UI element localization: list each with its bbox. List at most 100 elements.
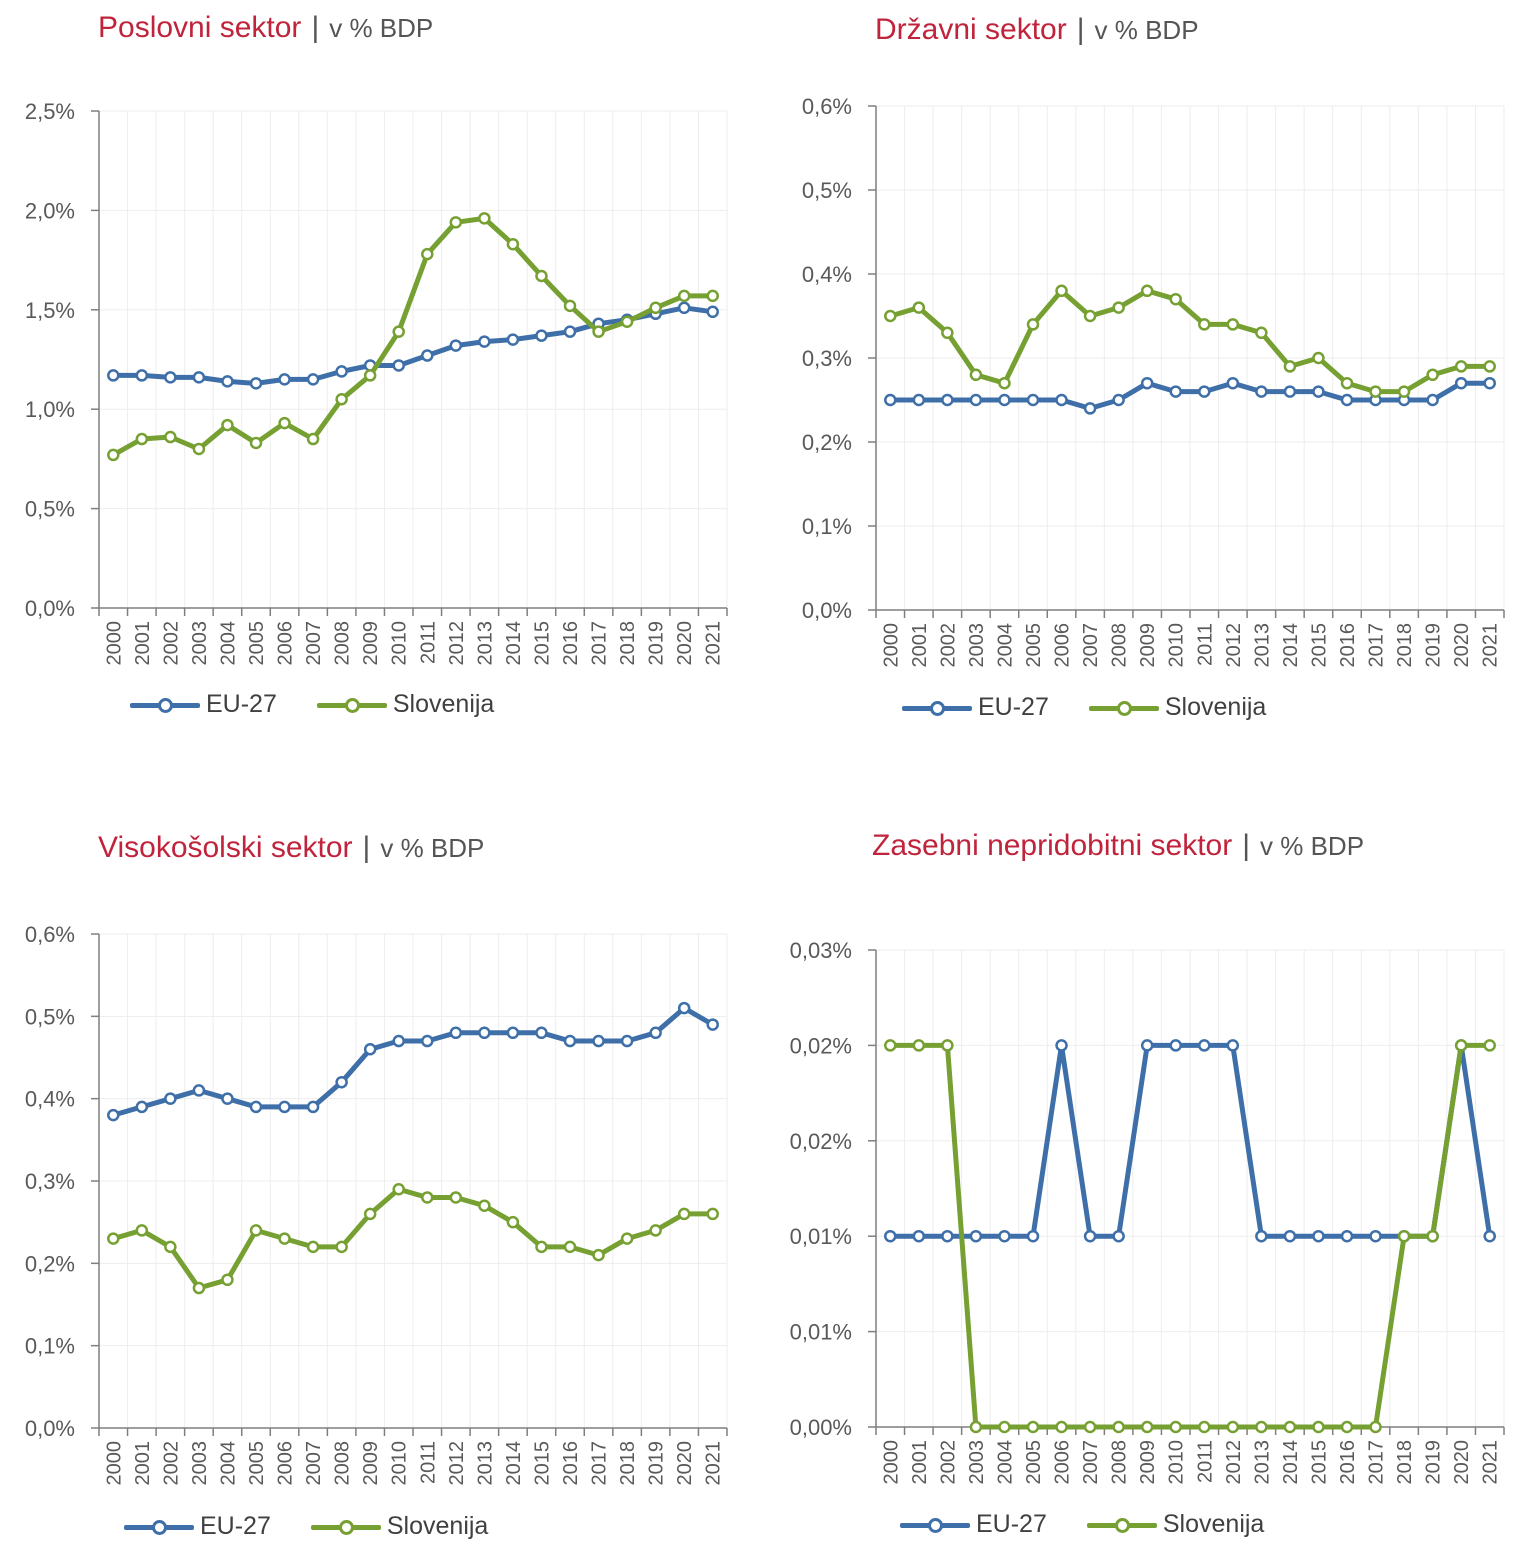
x-tick-label: 2014	[1280, 623, 1302, 668]
data-point-eu	[677, 301, 691, 315]
y-tick-label: 0,00%	[790, 1415, 852, 1440]
data-point-si	[1483, 360, 1496, 373]
x-tick-label: 2016	[1337, 623, 1359, 668]
legend-label-eu: EU-27	[976, 1510, 1047, 1538]
series-line-eu	[110, 1005, 716, 1118]
chart-title-main: Poslovni sektor	[98, 11, 302, 44]
data-point-eu	[478, 335, 491, 348]
y-tick-label: 0,6%	[25, 922, 75, 947]
data-point-si	[535, 269, 548, 283]
legend-swatch-si	[316, 695, 387, 715]
x-tick-label: 2003	[189, 1441, 211, 1486]
x-tick-label: 2005	[246, 621, 268, 666]
data-point-eu	[620, 1034, 634, 1048]
chart-legend: EU-27 Slovenija	[900, 1510, 1264, 1539]
title-separator: |	[1242, 829, 1251, 862]
x-tick-label: 2021	[703, 621, 725, 666]
legend-swatch-si	[1086, 1515, 1157, 1535]
x-tick-label: 2010	[389, 621, 411, 666]
x-tick-label: 2019	[646, 1441, 668, 1486]
data-point-si	[1226, 1420, 1240, 1434]
data-point-eu	[335, 1075, 348, 1089]
data-point-si	[1255, 1420, 1268, 1434]
data-point-si	[478, 1199, 491, 1212]
data-point-si	[1026, 1420, 1040, 1434]
legend-swatch-eu	[124, 1517, 194, 1537]
data-point-si	[1083, 309, 1097, 323]
legend-swatch-eu	[900, 1515, 970, 1535]
y-tick-label: 0,4%	[25, 1087, 75, 1112]
chart-panel-poslovni: Poslovni sektor | v % BDP 0,0% 0,5% 1,0% 1,5%…	[0, 0, 760, 740]
legend-label-eu: EU-27	[206, 690, 277, 718]
data-point-si	[1198, 318, 1211, 331]
data-point-si	[677, 289, 691, 303]
legend-item-eu: EU-27	[900, 1510, 1047, 1539]
y-tick-label: 2,5%	[25, 99, 75, 124]
x-tick-label: 2015	[1308, 1440, 1330, 1485]
chart-legend: EU-27 Slovenija	[130, 690, 494, 719]
data-point-si	[107, 448, 120, 462]
y-tick-label: 0,4%	[802, 262, 852, 287]
x-tick-label: 2006	[275, 621, 297, 666]
x-tick-label: 2003	[966, 623, 988, 668]
data-point-si	[306, 1240, 320, 1254]
data-point-si	[478, 212, 491, 225]
data-point-eu	[1055, 393, 1068, 407]
data-point-si	[1140, 284, 1154, 298]
data-point-si	[221, 1273, 234, 1287]
x-tick-label: 2005	[1023, 623, 1045, 668]
data-point-si	[1369, 1420, 1382, 1434]
x-tick-label: 2002	[160, 621, 182, 666]
y-tick-label: 0,5%	[25, 497, 75, 522]
x-tick-label: 2008	[332, 621, 354, 666]
data-point-eu	[278, 1100, 291, 1114]
legend-item-eu: EU-27	[130, 690, 277, 719]
legend-label-si: Slovenija	[386, 1512, 489, 1540]
data-point-si	[1226, 318, 1240, 331]
data-point-eu	[449, 339, 463, 352]
data-point-eu	[392, 1034, 405, 1048]
x-tick-label: 2000	[880, 1440, 902, 1485]
data-point-eu	[306, 1100, 320, 1114]
x-tick-label: 2010	[389, 1441, 411, 1486]
data-point-si	[506, 237, 520, 251]
x-tick-label: 2019	[1423, 623, 1445, 668]
y-tick-label: 0,0%	[25, 596, 75, 621]
chart-title-main: Visokošolski sektor	[98, 831, 353, 864]
x-tick-label: 2020	[674, 1441, 696, 1486]
x-tick-label: 2021	[1480, 1440, 1502, 1485]
x-tick-label: 2007	[1080, 623, 1102, 668]
data-point-eu	[563, 325, 577, 338]
data-point-eu	[1483, 1229, 1496, 1243]
data-point-si	[998, 376, 1011, 390]
x-tick-label: 2000	[103, 621, 125, 666]
x-tick-label: 2013	[474, 621, 496, 666]
legend-swatch-eu	[902, 698, 972, 718]
y-tick-label: 0,1%	[25, 1334, 75, 1359]
y-tick-label: 0,3%	[25, 1169, 75, 1194]
chart-title-main: Zasebni nepridobitni sektor	[872, 829, 1233, 862]
series-line-eu	[110, 305, 716, 386]
data-point-si	[278, 416, 291, 430]
data-point-si	[1426, 368, 1439, 382]
data-point-si	[941, 326, 954, 340]
y-tick-label: 0,6%	[802, 94, 852, 119]
legend-swatch-si	[310, 1517, 381, 1537]
series-line-si	[110, 215, 716, 458]
data-point-si	[192, 1281, 206, 1295]
data-point-si	[969, 368, 983, 382]
data-point-si	[363, 369, 377, 382]
data-point-eu	[998, 1229, 1011, 1243]
data-point-si	[135, 432, 149, 446]
data-point-eu	[1112, 393, 1125, 407]
data-point-si	[1255, 326, 1268, 340]
data-point-si	[1283, 360, 1297, 373]
data-point-si	[1112, 1420, 1125, 1434]
series-line-eu	[887, 380, 1493, 411]
data-point-eu	[649, 1026, 662, 1040]
data-point-si	[706, 289, 719, 303]
x-tick-label: 2011	[1194, 1440, 1216, 1483]
x-tick-label: 2020	[1451, 623, 1473, 668]
x-tick-label: 2014	[503, 1441, 525, 1486]
data-point-eu	[969, 1229, 983, 1243]
